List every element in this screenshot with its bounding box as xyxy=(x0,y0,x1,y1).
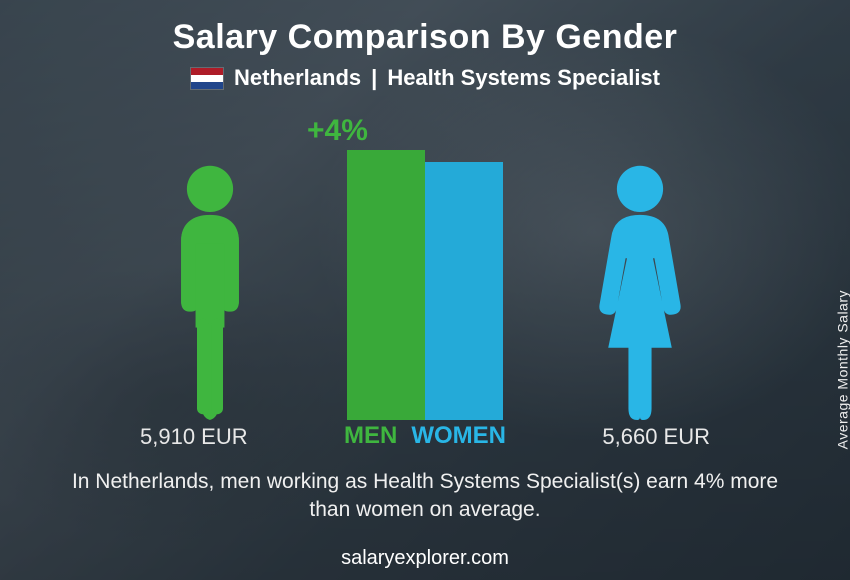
gender-labels-row: MEN WOMEN xyxy=(0,422,850,450)
summary-caption: In Netherlands, men working as Health Sy… xyxy=(60,468,790,525)
separator: | xyxy=(371,65,377,91)
man-icon xyxy=(135,160,285,420)
y-axis-label: Average Monthly Salary xyxy=(834,290,850,449)
women-bar xyxy=(425,162,503,420)
flag-stripe-white xyxy=(191,75,223,82)
subtitle-row: Netherlands | Health Systems Specialist xyxy=(0,65,850,91)
chart-area: +4% 5,910 EUR xyxy=(0,110,850,450)
infographic-stage: Salary Comparison By Gender Netherlands … xyxy=(0,0,850,580)
men-bar xyxy=(347,150,425,420)
flag-stripe-blue xyxy=(191,82,223,89)
content-layer: Salary Comparison By Gender Netherlands … xyxy=(0,0,850,580)
main-title: Salary Comparison By Gender xyxy=(0,0,850,57)
bars-group xyxy=(347,150,503,420)
country-label: Netherlands xyxy=(234,65,361,91)
women-label: WOMEN xyxy=(411,422,506,450)
men-label: MEN xyxy=(344,422,397,450)
percent-difference-label: +4% xyxy=(307,114,368,148)
flag-stripe-red xyxy=(191,68,223,75)
netherlands-flag-icon xyxy=(190,67,224,90)
source-footer: salaryexplorer.com xyxy=(0,547,850,570)
role-label: Health Systems Specialist xyxy=(387,65,660,91)
woman-icon xyxy=(565,160,715,420)
